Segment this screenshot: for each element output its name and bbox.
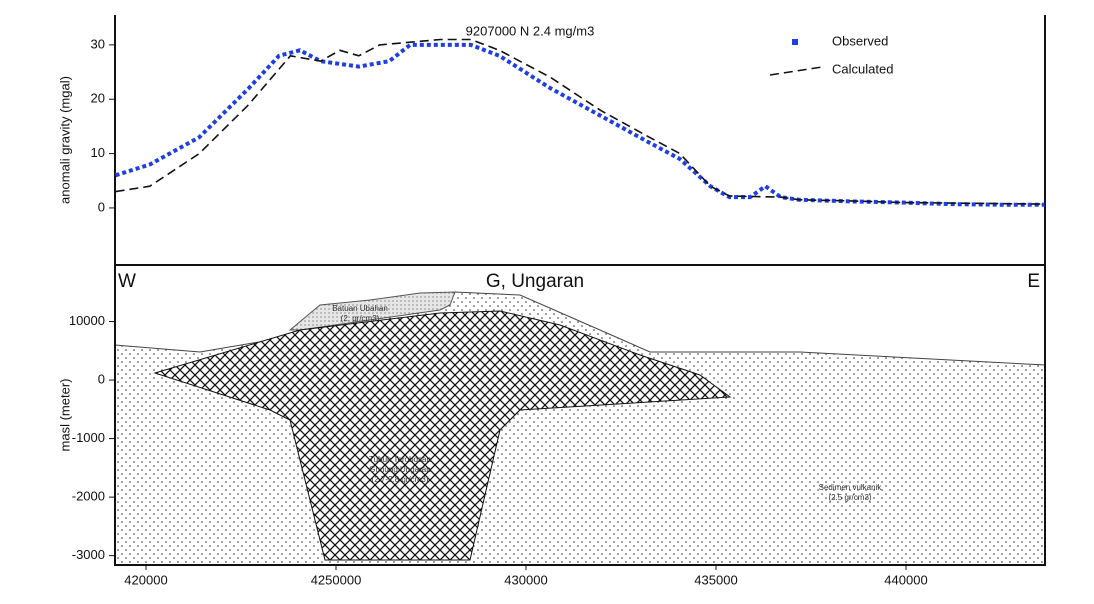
chart-title: 9207000 N 2.4 mg/m3 bbox=[466, 23, 595, 38]
legend-label: Calculated bbox=[832, 61, 893, 76]
y-tick-label: 0 bbox=[98, 199, 105, 214]
annotation: (2. gr/cm3) bbox=[341, 314, 380, 323]
annotation: Tubuh Terobosan bbox=[369, 455, 431, 464]
y-axis-label: masl (meter) bbox=[57, 379, 72, 452]
y-tick-label: -1000 bbox=[72, 430, 105, 445]
legend-marker bbox=[769, 66, 823, 76]
y-tick-label: 30 bbox=[91, 36, 105, 51]
annotation: (2.5 gr/cm3) bbox=[828, 493, 871, 502]
y-axis-label: anomali gravity (mgal) bbox=[57, 76, 72, 204]
y-tick-label: -2000 bbox=[72, 489, 105, 504]
legend-label: Observed bbox=[832, 33, 888, 48]
annotation: E bbox=[1027, 271, 1040, 292]
y-tick-label: 0 bbox=[98, 371, 105, 386]
intrusion-body bbox=[153, 310, 732, 561]
y-tick-label: 10 bbox=[91, 145, 105, 160]
annotation: Sedimen vulkanik bbox=[819, 483, 883, 492]
annotation: W bbox=[118, 271, 136, 292]
y-tick-label: 10000 bbox=[69, 313, 105, 328]
x-tick-label: 430000 bbox=[504, 572, 547, 587]
y-tick-label: -3000 bbox=[72, 547, 105, 562]
annotation: Gunung Ungaran bbox=[369, 465, 430, 474]
alteration-body bbox=[288, 291, 456, 331]
y-tick-label: 20 bbox=[91, 91, 105, 106]
section-frame bbox=[114, 264, 1046, 566]
series-line bbox=[114, 42, 1045, 207]
annotation: (2.7-2.8 gr/cm3) bbox=[372, 475, 429, 484]
series-line bbox=[115, 38, 1045, 205]
annotation: G, Ungaran bbox=[486, 271, 584, 292]
x-tick-label: 435000 bbox=[694, 572, 737, 587]
x-tick-label: 4250000 bbox=[311, 572, 362, 587]
x-tick-label: 420000 bbox=[124, 572, 167, 587]
legend-marker bbox=[792, 39, 798, 45]
annotation: Batuan Ubahan bbox=[332, 304, 388, 313]
x-tick-label: 440000 bbox=[884, 572, 927, 587]
